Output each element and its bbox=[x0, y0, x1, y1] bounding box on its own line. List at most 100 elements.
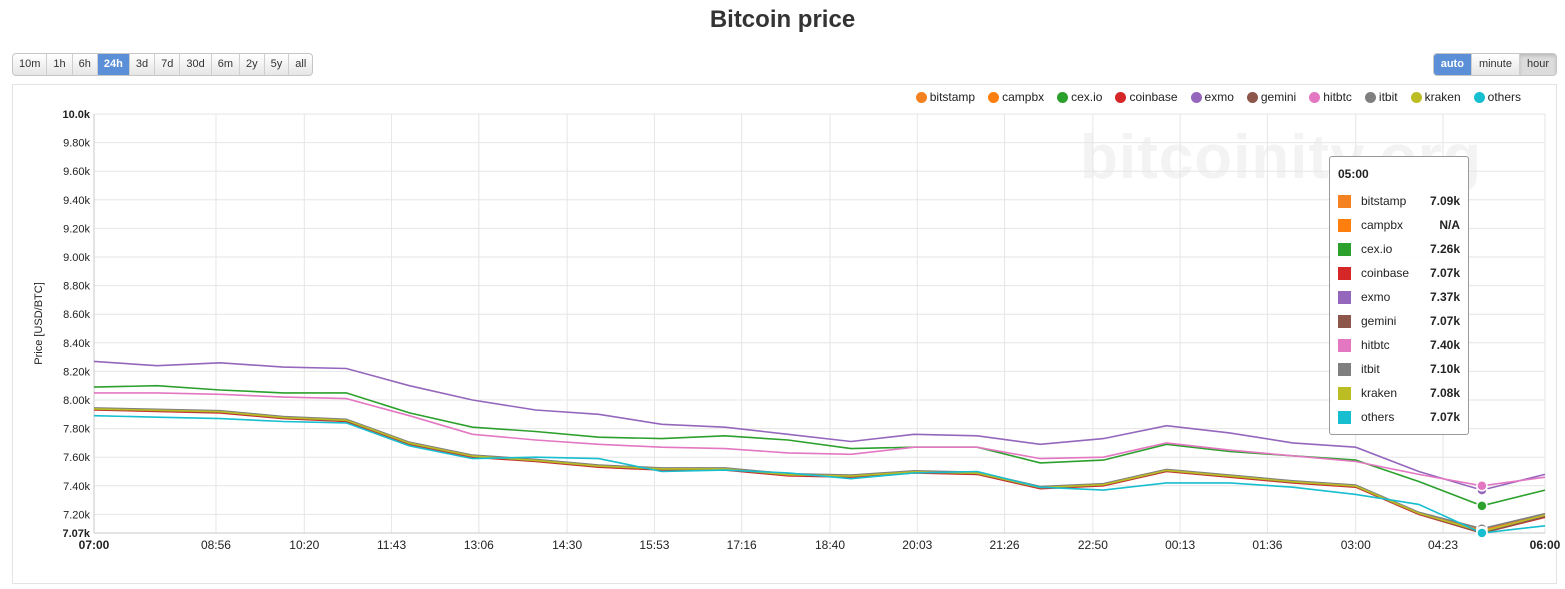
resolution-button-minute[interactable]: minute bbox=[1470, 54, 1519, 75]
tooltip-swatch bbox=[1338, 338, 1351, 352]
y-tick-label: 8.00k bbox=[63, 395, 90, 407]
legend-marker bbox=[1190, 91, 1202, 103]
series-line-kraken bbox=[93, 408, 1546, 533]
tooltip-swatch bbox=[1338, 266, 1351, 280]
legend-item-cex-io[interactable]: cex.io bbox=[1057, 90, 1102, 104]
x-tick-label: 03:00 bbox=[1341, 538, 1371, 552]
legend-label: kraken bbox=[1424, 90, 1461, 104]
resolution-button-hour[interactable]: hour bbox=[1518, 54, 1556, 75]
legend-label: others bbox=[1487, 90, 1521, 104]
legend-marker bbox=[988, 91, 1000, 103]
y-tick-label: 7.80k bbox=[63, 424, 90, 436]
range-button-10m[interactable]: 10m bbox=[19, 58, 41, 70]
tooltip-series-value: 7.07k bbox=[1429, 314, 1460, 328]
tooltip-row: kraken 7.08k bbox=[1338, 381, 1460, 405]
x-tick-label: 08:56 bbox=[201, 538, 231, 552]
tooltip-series-name: cex.io bbox=[1361, 242, 1393, 256]
tooltip-series-value: 7.37k bbox=[1429, 290, 1460, 304]
legend-item-kraken[interactable]: kraken bbox=[1410, 90, 1461, 104]
legend-item-hitbtc[interactable]: hitbtc bbox=[1309, 90, 1352, 104]
range-button-30d[interactable]: 30d bbox=[179, 54, 210, 75]
x-tick-label: 17:16 bbox=[727, 538, 757, 552]
tooltip-swatch bbox=[1338, 362, 1351, 376]
tooltip-series-name: coinbase bbox=[1361, 266, 1410, 280]
y-tick-label: 7.07k bbox=[62, 528, 90, 540]
range-button-6h[interactable]: 6h bbox=[71, 54, 97, 75]
tooltip-time: 05:00 bbox=[1338, 167, 1369, 181]
x-tick-label: 22:50 bbox=[1078, 538, 1108, 552]
tooltip-swatch bbox=[1338, 410, 1351, 424]
range-button-1h[interactable]: 1h bbox=[46, 54, 71, 75]
tooltip-series-value: 7.40k bbox=[1429, 338, 1460, 352]
legend-marker bbox=[1364, 91, 1376, 103]
range-button-7d[interactable]: 7d bbox=[154, 54, 179, 75]
range-button-5y[interactable]: 5y bbox=[263, 54, 289, 75]
x-tick-label: 21:26 bbox=[990, 538, 1020, 552]
tooltip-series-value: 7.26k bbox=[1429, 242, 1460, 256]
series-line-bitstamp bbox=[93, 407, 1546, 531]
tooltip-swatch bbox=[1338, 290, 1351, 304]
resolution-button-auto[interactable]: auto bbox=[1433, 54, 1471, 75]
y-tick-label: 7.40k bbox=[63, 481, 90, 493]
legend-item-coinbase[interactable]: coinbase bbox=[1115, 90, 1178, 104]
hover-marker-others bbox=[1476, 527, 1488, 539]
tooltip-row: bitstamp 7.09k bbox=[1338, 189, 1460, 213]
legend-item-campbx[interactable]: campbx bbox=[988, 90, 1044, 104]
hover-marker-hitbtc bbox=[1476, 480, 1488, 492]
tooltip-swatch bbox=[1338, 386, 1351, 400]
tooltip-series-value: 7.09k bbox=[1429, 194, 1460, 208]
range-button-24h[interactable]: 24h bbox=[96, 54, 129, 75]
y-axis-title: Price [USD/BTC] bbox=[33, 282, 45, 365]
legend-item-exmo[interactable]: exmo bbox=[1190, 90, 1234, 104]
x-tick-label: 00:13 bbox=[1165, 538, 1195, 552]
tooltip-series-name: bitstamp bbox=[1361, 194, 1407, 208]
chart-tooltip: 05:00 bitstamp 7.09k campbx N/A cex.io 7.26k c… bbox=[1329, 156, 1469, 435]
page-title: Bitcoin price bbox=[709, 6, 856, 33]
tooltip-series-name: gemini bbox=[1361, 314, 1397, 328]
hover-marker-cex-io bbox=[1476, 500, 1488, 512]
range-button-all[interactable]: all bbox=[288, 54, 312, 75]
series-line-itbit bbox=[93, 407, 1546, 530]
y-tick-label: 9.40k bbox=[63, 195, 90, 207]
y-tick-label: 7.60k bbox=[63, 452, 90, 464]
legend-label: coinbase bbox=[1129, 90, 1178, 104]
tooltip-series-name: exmo bbox=[1361, 290, 1391, 304]
tooltip-series-value: 7.07k bbox=[1429, 266, 1460, 280]
tooltip-row: cex.io 7.26k bbox=[1338, 237, 1460, 261]
tooltip-row: exmo 7.37k bbox=[1338, 285, 1460, 309]
legend-item-gemini[interactable]: gemini bbox=[1246, 90, 1296, 104]
legend-label: bitstamp bbox=[929, 90, 976, 104]
chart-legend: bitstamp campbx cex.io coinbase exmo gemini hi… bbox=[915, 90, 1521, 104]
tooltip-row: others 7.07k bbox=[1338, 405, 1460, 429]
series-line-hitbtc bbox=[94, 392, 1546, 487]
y-tick-label: 8.20k bbox=[63, 366, 90, 378]
tooltip-series-value: 7.07k bbox=[1429, 410, 1460, 424]
x-tick-label: 14:30 bbox=[552, 538, 582, 552]
legend-marker bbox=[1309, 91, 1321, 103]
tooltip-series-value: N/A bbox=[1439, 218, 1460, 232]
legend-item-itbit[interactable]: itbit bbox=[1364, 90, 1398, 104]
series-line-exmo bbox=[93, 360, 1546, 491]
legend-item-bitstamp[interactable]: bitstamp bbox=[915, 90, 976, 104]
x-tick-label: 01:36 bbox=[1252, 538, 1282, 552]
legend-marker bbox=[1246, 91, 1258, 103]
tooltip-row: itbit 7.10k bbox=[1338, 357, 1460, 381]
series-line-others bbox=[93, 414, 1546, 534]
range-button-2y[interactable]: 2y bbox=[239, 54, 264, 75]
y-tick-label: 7.20k bbox=[63, 509, 90, 521]
x-tick-label: 07:00 bbox=[79, 538, 110, 552]
tooltip-row: gemini 7.07k bbox=[1338, 309, 1460, 333]
x-tick-label: 20:03 bbox=[902, 538, 932, 552]
legend-item-others[interactable]: others bbox=[1473, 90, 1521, 104]
tooltip-series-value: 7.10k bbox=[1429, 362, 1460, 376]
legend-marker bbox=[1473, 91, 1485, 103]
legend-label: exmo bbox=[1204, 90, 1234, 104]
range-button-3d[interactable]: 3d bbox=[128, 54, 154, 75]
tooltip-series-name: others bbox=[1361, 410, 1395, 424]
range-button-6m[interactable]: 6m bbox=[210, 54, 239, 75]
legend-marker bbox=[1410, 91, 1422, 103]
tooltip-series-name: hitbtc bbox=[1361, 338, 1390, 352]
tooltip-series-name: campbx bbox=[1361, 218, 1404, 232]
x-tick-label: 15:53 bbox=[639, 538, 669, 552]
